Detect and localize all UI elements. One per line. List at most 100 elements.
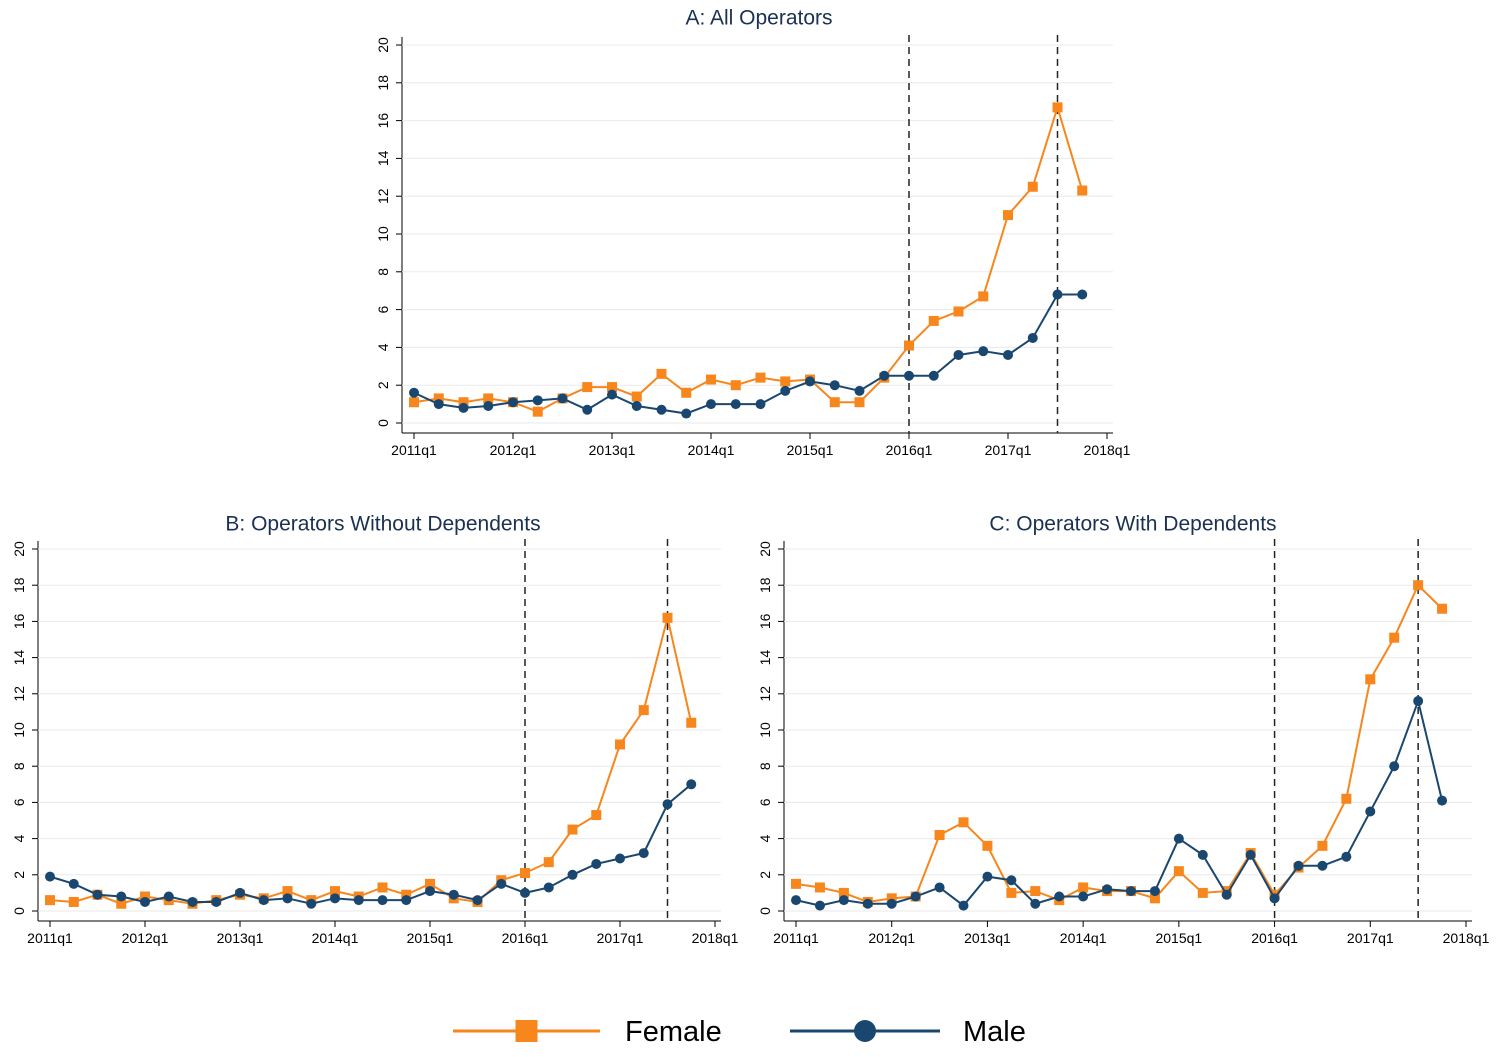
marker — [910, 891, 921, 902]
marker — [1077, 289, 1088, 300]
panel: C: Operators With Dependents 0 2 4 6 8 10 12 14 1… — [757, 513, 1490, 946]
marker — [1173, 833, 1184, 844]
marker — [532, 395, 543, 406]
x-tick-label: 2018q1 — [692, 930, 739, 946]
marker — [520, 887, 530, 898]
marker — [755, 399, 766, 410]
marker — [607, 389, 617, 400]
marker — [1006, 887, 1017, 898]
marker — [1341, 793, 1352, 804]
marker — [92, 889, 103, 900]
y-tick-label: 12 — [375, 188, 391, 204]
marker — [838, 887, 849, 898]
marker — [1317, 860, 1328, 871]
marker — [1437, 795, 1448, 806]
marker — [472, 895, 483, 906]
y-tick-label: 18 — [11, 577, 27, 593]
marker — [854, 397, 865, 408]
marker — [140, 896, 150, 907]
y-tick-label: 2 — [11, 871, 27, 879]
y-tick-label: 18 — [375, 75, 391, 91]
marker — [1413, 696, 1424, 707]
y-tick-label: 2 — [375, 381, 391, 389]
x-tick-label: 2014q1 — [688, 442, 735, 458]
y-tick-label: 4 — [11, 834, 27, 842]
y-tick-label: 16 — [11, 613, 27, 629]
marker — [282, 886, 293, 897]
marker — [458, 397, 469, 408]
marker — [567, 869, 578, 880]
marker — [1030, 886, 1041, 897]
marker — [45, 871, 55, 882]
marker — [330, 886, 340, 897]
marker — [330, 893, 340, 904]
marker — [886, 898, 897, 909]
y-tick-label: 10 — [11, 722, 27, 738]
marker — [282, 893, 293, 904]
marker — [886, 893, 897, 904]
x-tick-label: 2013q1 — [217, 930, 264, 946]
marker — [1102, 884, 1113, 895]
legend-marker — [515, 1020, 538, 1042]
panel: B: Operators Without Dependents 0 2 4 6 8 10 12… — [11, 513, 739, 946]
marker — [805, 376, 815, 387]
x-tick-label: 2016q1 — [1251, 930, 1298, 946]
marker — [1365, 806, 1376, 817]
marker — [1173, 866, 1184, 877]
marker — [1293, 860, 1304, 871]
x-tick-label: 2017q1 — [597, 930, 644, 946]
marker — [662, 612, 673, 623]
marker — [1245, 849, 1256, 860]
y-tick-label: 0 — [11, 907, 27, 915]
y-tick-label: 14 — [757, 650, 773, 666]
y-tick-label: 6 — [375, 305, 391, 313]
y-tick-label: 10 — [757, 722, 773, 738]
marker — [448, 889, 459, 900]
x-tick-label: 2016q1 — [502, 930, 549, 946]
marker — [377, 895, 388, 906]
marker — [854, 385, 865, 396]
marker — [1197, 887, 1208, 898]
marker — [1052, 102, 1063, 113]
marker — [306, 898, 317, 909]
marker — [582, 404, 593, 415]
marker — [638, 848, 649, 859]
y-tick-label: 4 — [375, 343, 391, 351]
marker — [520, 867, 530, 878]
marker — [543, 857, 554, 868]
marker — [791, 878, 801, 889]
x-tick-label: 2012q1 — [490, 442, 537, 458]
marker — [1389, 632, 1400, 643]
marker — [982, 871, 993, 882]
y-tick-label: 16 — [375, 113, 391, 129]
marker — [1437, 603, 1448, 614]
y-tick-label: 20 — [757, 541, 773, 557]
marker — [532, 406, 543, 417]
x-tick-label: 2013q1 — [589, 442, 636, 458]
marker — [425, 878, 435, 889]
x-tick-label: 2015q1 — [407, 930, 454, 946]
marker — [483, 393, 494, 404]
marker — [953, 349, 964, 360]
marker — [755, 372, 766, 383]
marker — [953, 306, 964, 317]
marker — [681, 387, 692, 398]
marker — [211, 896, 222, 907]
legend-label: Female — [625, 1016, 722, 1048]
marker — [904, 340, 914, 351]
marker — [1149, 893, 1160, 904]
marker — [934, 882, 945, 893]
marker — [1003, 210, 1013, 221]
marker — [409, 387, 419, 398]
marker — [582, 382, 593, 393]
marker — [656, 368, 667, 379]
marker — [1389, 761, 1400, 772]
marker — [140, 891, 150, 902]
y-tick-label: 0 — [757, 907, 773, 915]
marker — [662, 799, 673, 810]
marker — [706, 374, 716, 385]
y-tick-label: 20 — [375, 37, 391, 53]
marker — [1054, 891, 1065, 902]
y-tick-label: 0 — [375, 419, 391, 427]
panel-title: C: Operators With Dependents — [989, 513, 1276, 536]
